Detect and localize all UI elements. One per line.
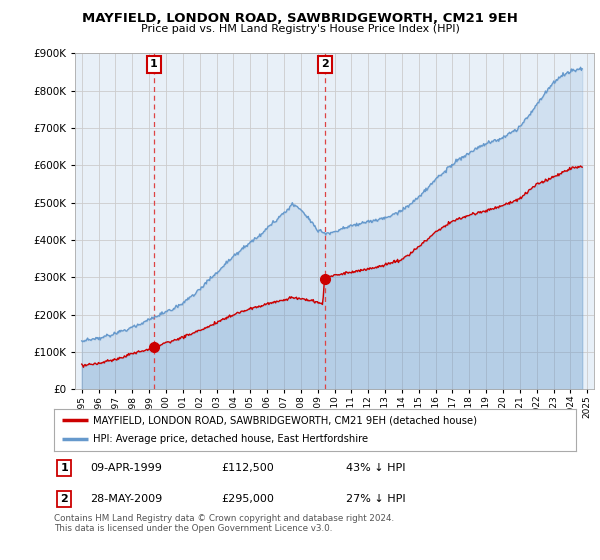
Text: 43% ↓ HPI: 43% ↓ HPI: [346, 463, 406, 473]
Text: 28-MAY-2009: 28-MAY-2009: [91, 494, 163, 504]
Text: Price paid vs. HM Land Registry's House Price Index (HPI): Price paid vs. HM Land Registry's House …: [140, 24, 460, 34]
Text: HPI: Average price, detached house, East Hertfordshire: HPI: Average price, detached house, East…: [93, 435, 368, 445]
Text: 1: 1: [60, 463, 68, 473]
Text: 27% ↓ HPI: 27% ↓ HPI: [346, 494, 406, 504]
Text: 09-APR-1999: 09-APR-1999: [91, 463, 163, 473]
Text: MAYFIELD, LONDON ROAD, SAWBRIDGEWORTH, CM21 9EH: MAYFIELD, LONDON ROAD, SAWBRIDGEWORTH, C…: [82, 12, 518, 25]
Text: 2: 2: [60, 494, 68, 504]
Text: £112,500: £112,500: [221, 463, 274, 473]
Text: 1: 1: [150, 59, 158, 69]
Text: £295,000: £295,000: [221, 494, 274, 504]
Text: Contains HM Land Registry data © Crown copyright and database right 2024.
This d: Contains HM Land Registry data © Crown c…: [54, 514, 394, 534]
Text: 2: 2: [320, 59, 328, 69]
Text: MAYFIELD, LONDON ROAD, SAWBRIDGEWORTH, CM21 9EH (detached house): MAYFIELD, LONDON ROAD, SAWBRIDGEWORTH, C…: [93, 415, 477, 425]
